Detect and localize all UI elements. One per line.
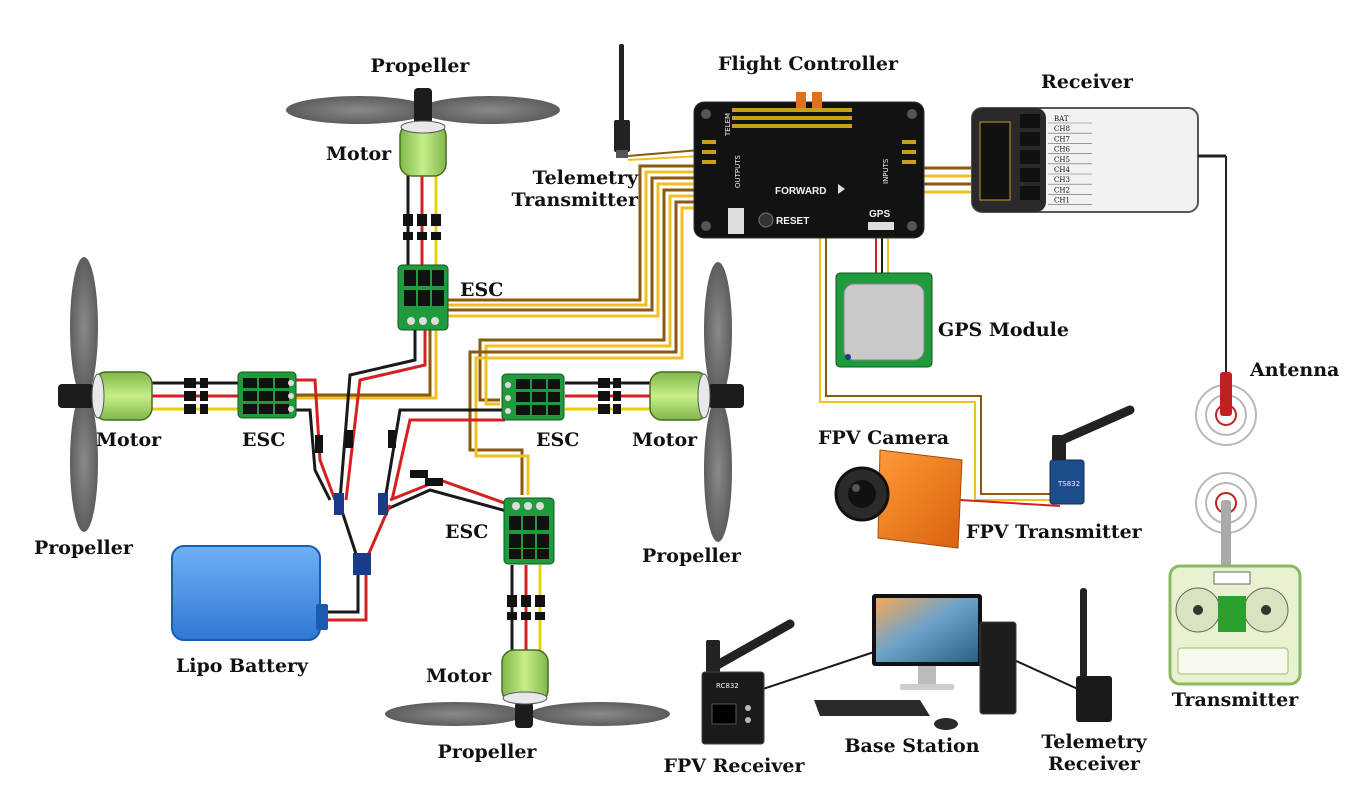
- receiver-channel-label: CH8: [1054, 125, 1070, 133]
- motor-right-icon: [649, 262, 744, 542]
- label-receiver: Receiver: [1041, 71, 1133, 93]
- label-lipo-battery: Lipo Battery: [175, 655, 309, 677]
- lipo-battery-icon: [171, 545, 328, 641]
- label-telemetry-transmitter-line1: Telemetry: [532, 167, 638, 189]
- receiver-icon: [971, 107, 1227, 375]
- label-propeller-top: Propeller: [370, 55, 470, 77]
- label-motor-right: Motor: [632, 429, 698, 451]
- receiver-channel-label: CH6: [1054, 146, 1070, 154]
- fpv-tx-model-text: TS832: [1057, 480, 1080, 488]
- motor-bottom-icon: [385, 649, 670, 728]
- esc-left-icon: [237, 371, 297, 419]
- fc-reset-text: RESET: [776, 216, 809, 227]
- fc-gps-port-text: GPS: [869, 209, 890, 220]
- label-base-station: Base Station: [844, 735, 980, 757]
- receiver-channel-label: CH5: [1054, 156, 1070, 164]
- label-motor-left: Motor: [96, 429, 162, 451]
- label-telemetry-transmitter: Telemetry Transmitter: [500, 167, 638, 212]
- fc-telem-text: TELEM: [724, 113, 732, 137]
- label-propeller-right: Propeller: [642, 545, 741, 567]
- label-esc-top: ESC: [460, 279, 504, 301]
- flight-controller-icon: [693, 92, 925, 239]
- esc-bottom-icon: [503, 497, 555, 565]
- telemetry-receiver-icon: [1076, 588, 1112, 722]
- label-esc-left: ESC: [242, 429, 286, 451]
- receiver-channel-label: CH3: [1054, 176, 1070, 184]
- esc-right-icon: [501, 373, 565, 421]
- motor-top-icon: [286, 88, 560, 177]
- receiver-channel-label: CH1: [1054, 197, 1070, 205]
- rc-transmitter-icon: [1168, 472, 1302, 686]
- label-telemetry-receiver-line2: Receiver: [1048, 752, 1140, 775]
- label-propeller-left: Propeller: [34, 537, 133, 559]
- wire-connectors: [184, 214, 621, 620]
- label-fpv-camera: FPV Camera: [818, 427, 950, 449]
- label-propeller-bottom: Propeller: [437, 741, 537, 763]
- fc-outputs-text: OUTPUTS: [734, 154, 742, 188]
- motor-left-icon: [58, 257, 153, 532]
- power-wires: [295, 330, 511, 622]
- label-telemetry-receiver: Telemetry Receiver: [1041, 731, 1147, 776]
- antenna-icon: [1195, 372, 1257, 446]
- receiver-channel-label: CH2: [1054, 186, 1070, 194]
- label-fpv-receiver: FPV Receiver: [663, 755, 805, 777]
- label-telemetry-transmitter-line2: Transmitter: [511, 188, 638, 211]
- fpv-rx-model-text: RC832: [716, 682, 739, 690]
- label-flight-controller: Flight Controller: [717, 53, 899, 75]
- label-motor-bottom: Motor: [426, 665, 492, 687]
- receiver-channel-label: CH7: [1054, 135, 1070, 143]
- fpv-transmitter-icon: [1049, 405, 1135, 505]
- label-esc-right: ESC: [536, 429, 580, 451]
- label-transmitter: Transmitter: [1171, 689, 1299, 711]
- label-esc-bottom: ESC: [445, 521, 489, 543]
- esc-top-icon: [397, 264, 449, 331]
- label-gps-module: GPS Module: [938, 319, 1069, 341]
- fc-forward-text: FORWARD: [775, 186, 826, 197]
- label-antenna: Antenna: [1250, 359, 1340, 381]
- telemetry-rx-cable: [1013, 659, 1081, 691]
- fpv-camera-icon: [834, 449, 963, 549]
- label-telemetry-receiver-line1: Telemetry: [1041, 731, 1147, 753]
- label-fpv-transmitter: FPV Transmitter: [966, 521, 1142, 543]
- receiver-channel-label: CH4: [1054, 166, 1070, 174]
- fc-inputs-text: INPUTS: [882, 158, 890, 184]
- receiver-channel-label: BAT: [1054, 115, 1069, 123]
- fpv-rx-cable: [759, 649, 881, 691]
- base-station-icon: [814, 594, 1017, 730]
- telemetry-transmitter-icon: [614, 44, 630, 158]
- gps-module-icon: [835, 272, 933, 368]
- fpv-receiver-icon: [701, 619, 795, 745]
- label-motor-top: Motor: [326, 143, 392, 165]
